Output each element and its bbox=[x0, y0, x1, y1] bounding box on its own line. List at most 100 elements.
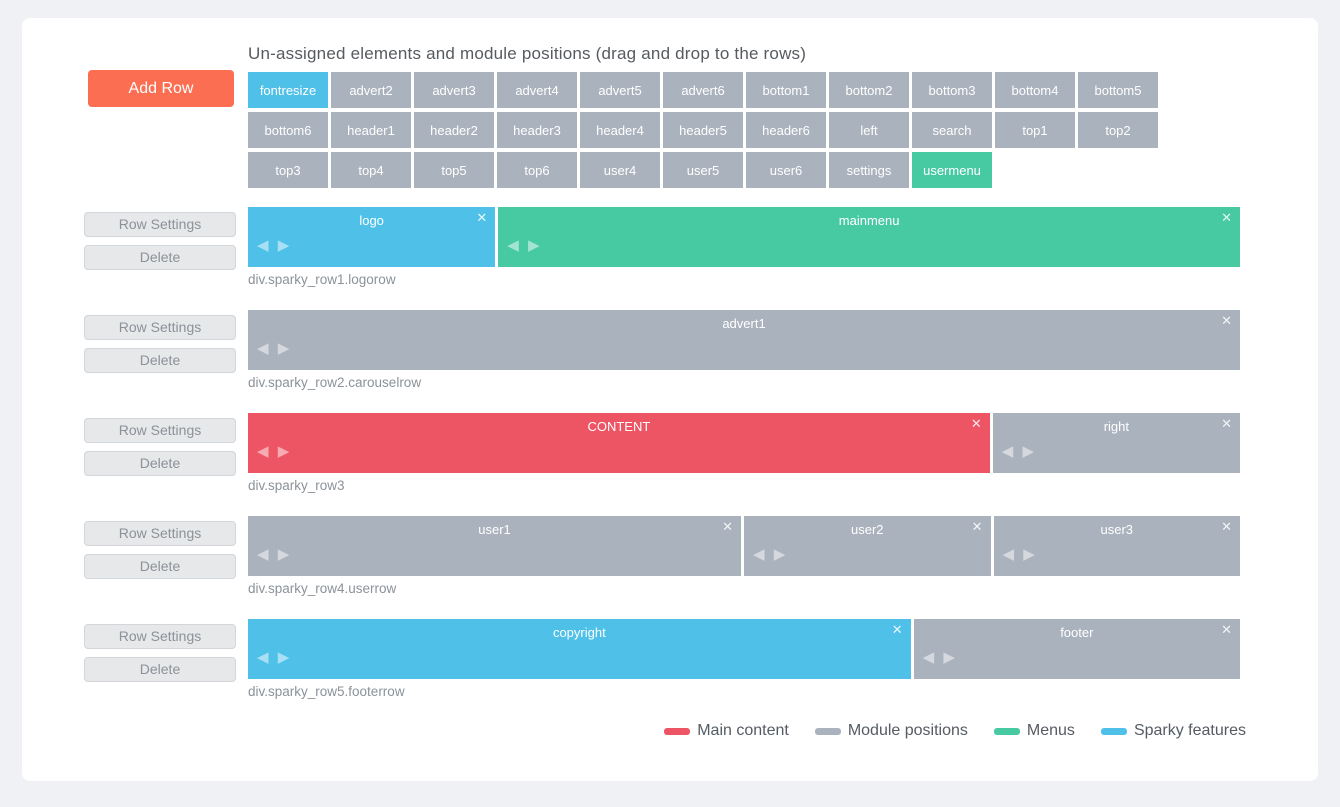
legend-item: Sparky features bbox=[1100, 722, 1246, 740]
arrow-right-icon[interactable]: ▶ bbox=[277, 443, 290, 460]
position-block[interactable]: right ✕ ◀ ▶ bbox=[992, 413, 1240, 473]
row-settings-button[interactable]: Row Settings bbox=[84, 212, 236, 237]
arrow-left-icon[interactable]: ◀ bbox=[753, 546, 765, 563]
close-icon[interactable]: ✕ bbox=[722, 519, 733, 534]
module-position-chip[interactable]: bottom2 bbox=[829, 72, 909, 108]
module-position-chip[interactable]: bottom3 bbox=[912, 72, 992, 108]
module-position-chip[interactable]: header1 bbox=[331, 112, 411, 148]
close-icon[interactable]: ✕ bbox=[1221, 416, 1232, 431]
row-settings-button[interactable]: Row Settings bbox=[84, 418, 236, 443]
arrow-right-icon[interactable]: ▶ bbox=[1023, 546, 1035, 563]
close-icon[interactable]: ✕ bbox=[1221, 210, 1232, 225]
arrow-left-icon[interactable]: ◀ bbox=[257, 443, 269, 460]
arrow-right-icon[interactable]: ▶ bbox=[773, 546, 786, 563]
arrow-left-icon[interactable]: ◀ bbox=[257, 340, 269, 357]
position-block[interactable]: CONTENT ✕ ◀ ▶ bbox=[248, 413, 990, 473]
legend-swatch bbox=[814, 727, 841, 735]
module-position-chip[interactable]: advert2 bbox=[331, 72, 411, 108]
arrow-left-icon[interactable]: ◀ bbox=[257, 546, 269, 563]
delete-row-button[interactable]: Delete bbox=[84, 245, 236, 270]
module-position-chip[interactable]: settings bbox=[829, 152, 909, 188]
layout-row: Row Settings Delete CONTENT ✕ ◀ ▶ right … bbox=[22, 413, 1318, 493]
module-position-chip[interactable]: top1 bbox=[995, 112, 1075, 148]
close-icon[interactable]: ✕ bbox=[1221, 519, 1232, 534]
module-position-chip[interactable]: bottom1 bbox=[746, 72, 826, 108]
delete-row-button[interactable]: Delete bbox=[84, 348, 236, 373]
row-controls: Row Settings Delete bbox=[22, 516, 248, 596]
arrow-left-icon[interactable]: ◀ bbox=[922, 649, 935, 666]
row-main: advert1 ✕ ◀ ▶ div.sparky_row2.carouselro… bbox=[248, 310, 1318, 390]
module-position-chip[interactable]: header4 bbox=[580, 112, 660, 148]
arrow-left-icon[interactable]: ◀ bbox=[1001, 443, 1014, 460]
arrow-right-icon[interactable]: ▶ bbox=[1022, 443, 1035, 460]
position-block[interactable]: user1 ✕ ◀ ▶ bbox=[248, 516, 741, 576]
module-position-chip[interactable]: top3 bbox=[248, 152, 328, 188]
position-block[interactable]: mainmenu ✕ ◀ ▶ bbox=[498, 207, 1240, 267]
row-settings-button[interactable]: Row Settings bbox=[84, 315, 236, 340]
module-position-chip[interactable]: top4 bbox=[331, 152, 411, 188]
module-position-chip[interactable]: advert3 bbox=[414, 72, 494, 108]
module-position-chip[interactable]: advert5 bbox=[580, 72, 660, 108]
position-block[interactable]: footer ✕ ◀ ▶ bbox=[913, 619, 1240, 679]
module-position-chip[interactable]: top5 bbox=[414, 152, 494, 188]
close-icon[interactable]: ✕ bbox=[970, 416, 982, 431]
module-position-chip[interactable]: fontresize bbox=[248, 72, 328, 108]
legend-item: Module positions bbox=[814, 722, 968, 740]
module-position-chip[interactable]: header3 bbox=[497, 112, 577, 148]
module-position-chip[interactable]: advert6 bbox=[663, 72, 743, 108]
module-position-chip[interactable]: user6 bbox=[746, 152, 826, 188]
layout-row: Row Settings Delete copyright ✕ ◀ ▶ foot… bbox=[22, 619, 1318, 699]
delete-row-button[interactable]: Delete bbox=[84, 451, 236, 476]
position-block[interactable]: user3 ✕ ◀ ▶ bbox=[993, 516, 1240, 576]
module-position-chip[interactable]: top2 bbox=[1078, 112, 1158, 148]
resize-arrows: ◀ ▶ bbox=[257, 341, 294, 356]
row-controls: Row Settings Delete bbox=[22, 619, 248, 699]
row-blocks: user1 ✕ ◀ ▶ user2 ✕ ◀ ▶ user3 ✕ ◀ ▶ bbox=[248, 516, 1240, 576]
row-caption: div.sparky_row1.logorow bbox=[248, 272, 396, 287]
arrow-right-icon[interactable]: ▶ bbox=[943, 649, 955, 666]
module-position-chip[interactable]: bottom4 bbox=[995, 72, 1075, 108]
row-main: copyright ✕ ◀ ▶ footer ✕ ◀ ▶ div.sparky_… bbox=[248, 619, 1318, 699]
resize-arrows: ◀ ▶ bbox=[257, 650, 294, 665]
module-position-chip[interactable]: search bbox=[912, 112, 992, 148]
module-position-chip[interactable]: usermenu bbox=[912, 152, 992, 188]
module-position-chip[interactable]: bottom5 bbox=[1078, 72, 1158, 108]
close-icon[interactable]: ✕ bbox=[476, 210, 488, 225]
arrow-left-icon[interactable]: ◀ bbox=[1002, 546, 1015, 563]
row-settings-button[interactable]: Row Settings bbox=[84, 624, 236, 649]
arrow-right-icon[interactable]: ▶ bbox=[527, 237, 540, 254]
arrow-right-icon[interactable]: ▶ bbox=[277, 546, 290, 563]
row-settings-button[interactable]: Row Settings bbox=[84, 521, 236, 546]
module-position-chip[interactable]: bottom6 bbox=[248, 112, 328, 148]
close-icon[interactable]: ✕ bbox=[1221, 622, 1232, 637]
delete-row-button[interactable]: Delete bbox=[84, 554, 236, 579]
module-position-chip[interactable]: user5 bbox=[663, 152, 743, 188]
arrow-right-icon[interactable]: ▶ bbox=[277, 649, 290, 666]
module-position-chip[interactable]: top6 bbox=[497, 152, 577, 188]
position-block[interactable]: copyright ✕ ◀ ▶ bbox=[248, 619, 911, 679]
unassigned-heading: Un-assigned elements and module position… bbox=[248, 44, 807, 63]
position-block[interactable]: logo ✕ ◀ ▶ bbox=[248, 207, 496, 267]
close-icon[interactable]: ✕ bbox=[891, 622, 903, 637]
position-block[interactable]: advert1 ✕ ◀ ▶ bbox=[248, 310, 1240, 370]
arrow-left-icon[interactable]: ◀ bbox=[257, 237, 269, 254]
arrow-left-icon[interactable]: ◀ bbox=[507, 237, 519, 254]
layout-builder-card: Add Row Un-assigned elements and module … bbox=[22, 18, 1318, 781]
close-icon[interactable]: ✕ bbox=[1221, 313, 1232, 328]
module-position-chip[interactable]: user4 bbox=[580, 152, 660, 188]
delete-row-button[interactable]: Delete bbox=[84, 657, 236, 682]
legend: Main content Module positions Menus Spar… bbox=[22, 722, 1318, 740]
module-position-chip[interactable]: header5 bbox=[663, 112, 743, 148]
module-position-chip[interactable]: advert4 bbox=[497, 72, 577, 108]
arrow-left-icon[interactable]: ◀ bbox=[257, 649, 269, 666]
position-block[interactable]: user2 ✕ ◀ ▶ bbox=[744, 516, 991, 576]
module-position-chip[interactable]: left bbox=[829, 112, 909, 148]
arrow-right-icon[interactable]: ▶ bbox=[277, 340, 290, 357]
module-position-chip[interactable]: header6 bbox=[746, 112, 826, 148]
arrow-right-icon[interactable]: ▶ bbox=[277, 237, 290, 254]
row-caption: div.sparky_row3 bbox=[248, 478, 345, 493]
close-icon[interactable]: ✕ bbox=[971, 519, 983, 534]
position-block-label: copyright bbox=[552, 625, 606, 640]
module-position-chip[interactable]: header2 bbox=[414, 112, 494, 148]
add-row-button[interactable]: Add Row bbox=[88, 70, 234, 107]
